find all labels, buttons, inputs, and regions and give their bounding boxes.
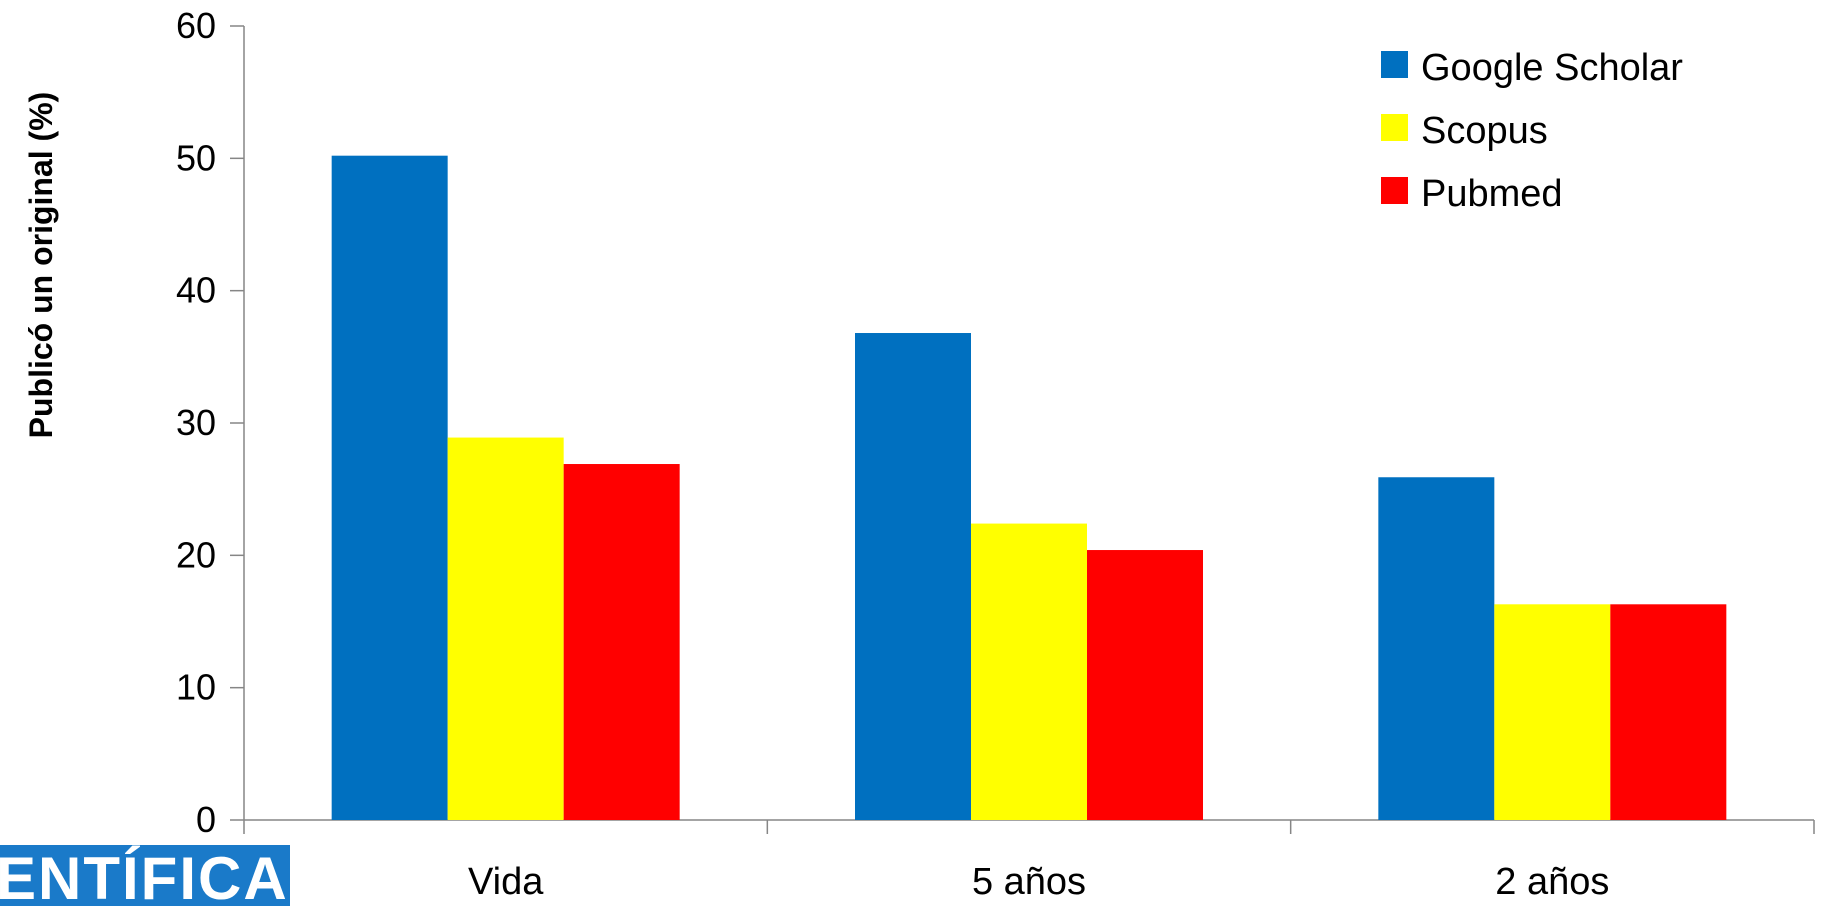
bar [447, 437, 564, 820]
logo: ENTÍFICA [0, 845, 290, 906]
bar [971, 523, 1087, 820]
x-category-label: 5 años [972, 861, 1086, 903]
y-axis-title-group: Publicó un original (%) [23, 92, 59, 439]
y-tick-label: 0 [196, 799, 216, 840]
y-tick-label: 10 [176, 667, 216, 708]
bars [331, 155, 1727, 821]
y-tick-label: 50 [176, 137, 216, 178]
y-tick-label: 20 [176, 534, 216, 575]
bar [1610, 604, 1727, 820]
y-tick-label: 30 [176, 402, 216, 443]
legend-label: Google Scholar [1421, 47, 1683, 89]
y-tick-label: 60 [176, 5, 216, 46]
y-axis-title: Publicó un original (%) [23, 92, 59, 439]
bar [563, 464, 680, 820]
bar [1378, 477, 1495, 820]
x-category-label: Vida [468, 861, 544, 903]
bar [331, 155, 448, 821]
tick-labels: 0 10 20 30 40 50 60 Vida 5 años 2 años [176, 5, 1609, 903]
legend-swatch [1381, 177, 1408, 204]
legend-label: Pubmed [1421, 173, 1563, 215]
logo-text: ENTÍFICA [0, 845, 289, 906]
legend-label: Scopus [1421, 110, 1548, 152]
legend: Google Scholar Scopus Pubmed [1381, 47, 1683, 215]
legend-swatch [1381, 114, 1408, 141]
x-category-label: 2 años [1495, 861, 1609, 903]
bar [855, 333, 971, 820]
legend-swatch [1381, 51, 1408, 78]
bar [1087, 550, 1203, 820]
y-tick-label: 40 [176, 270, 216, 311]
bar [1494, 604, 1611, 820]
